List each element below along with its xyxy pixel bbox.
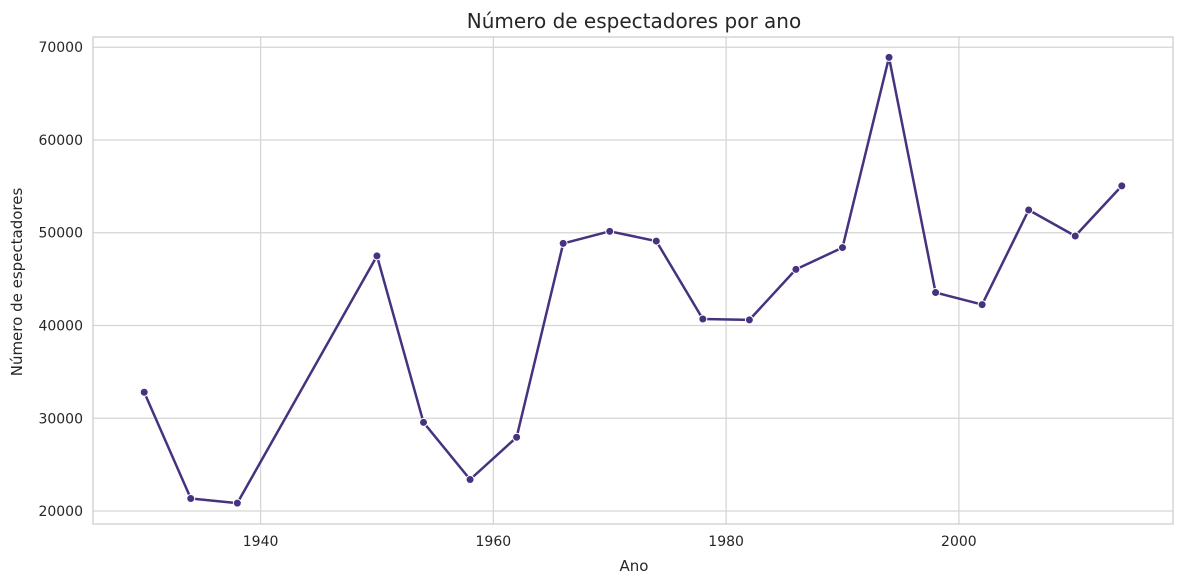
data-point (698, 314, 708, 324)
plot-frame (92, 36, 1174, 525)
data-point (232, 498, 242, 508)
x-tick-label: 2000 (941, 534, 977, 550)
data-point (186, 493, 196, 503)
x-tick-label: 1940 (243, 534, 279, 550)
x-tick-label: 1980 (708, 534, 744, 550)
y-tick-label: 40000 (38, 318, 83, 334)
data-point (1070, 231, 1080, 241)
series-line (143, 56, 1123, 505)
data-point (1024, 205, 1034, 215)
y-tick-label: 30000 (38, 411, 83, 427)
data-point (884, 52, 894, 62)
chart-title: Número de espectadores por ano (467, 9, 801, 33)
grid (93, 37, 1173, 524)
tick-labels: 1940 1960 1980 2000 20000 30000 40000 50000 6000… (38, 40, 976, 550)
data-point (605, 226, 615, 236)
series-group (139, 52, 1127, 508)
x-tick-label: 1960 (476, 534, 512, 550)
data-point (931, 288, 941, 298)
data-point (791, 264, 801, 274)
y-axis-label: Número de espectadores (8, 188, 26, 377)
data-point (419, 417, 429, 427)
data-point (837, 243, 847, 253)
data-point (651, 236, 661, 246)
data-point (744, 315, 754, 325)
y-tick-label: 60000 (38, 133, 83, 149)
data-point (558, 238, 568, 248)
data-point (512, 432, 522, 442)
data-point (139, 387, 149, 397)
data-point (1117, 181, 1127, 191)
y-tick-label: 20000 (38, 504, 83, 520)
y-tick-label: 70000 (38, 40, 83, 56)
y-tick-label: 50000 (38, 226, 83, 242)
data-point (977, 300, 987, 310)
data-point (372, 251, 382, 261)
data-point (465, 474, 475, 484)
x-axis-label: Ano (620, 557, 649, 575)
